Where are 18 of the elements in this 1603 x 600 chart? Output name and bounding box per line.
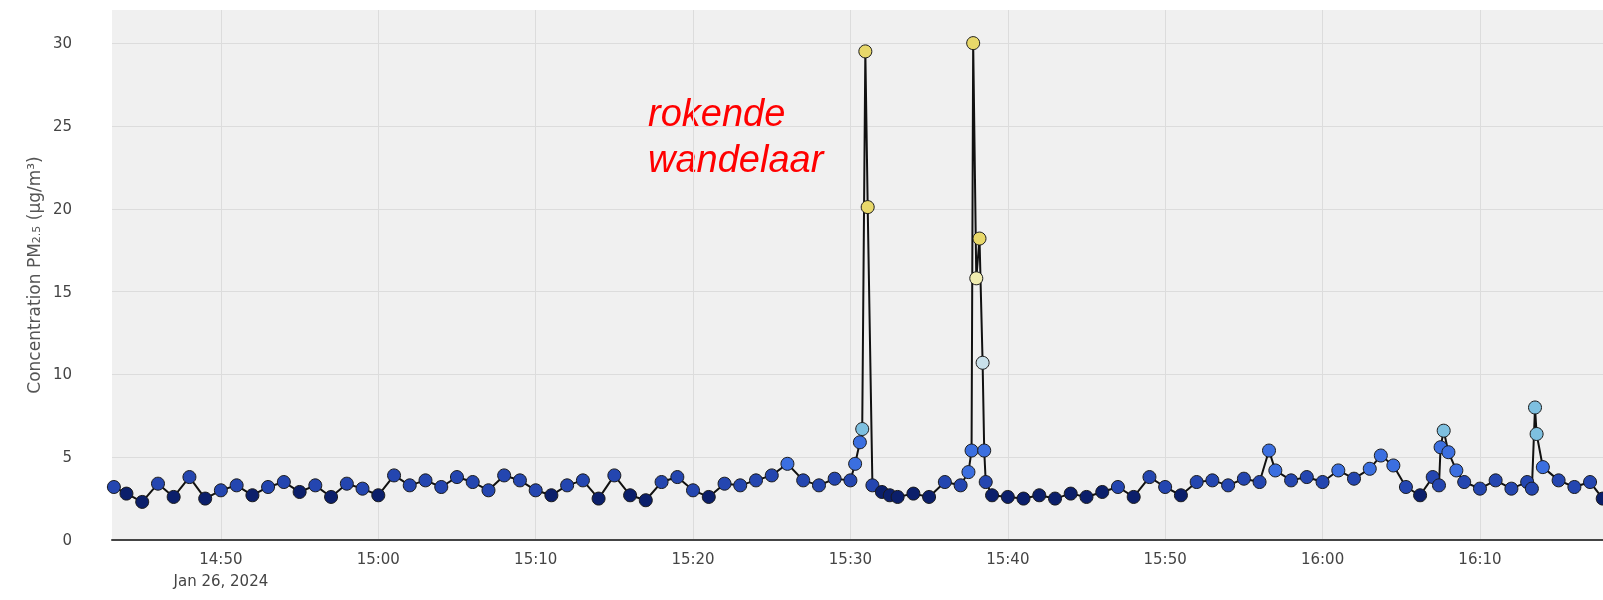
y-tick-label: 20 [52,199,72,218]
x-tick-label: 15:00 [356,550,400,568]
x-tick-label: 16:10 [1458,550,1502,568]
x-tick-label: 14:50 Jan 26, 2024 [172,550,269,590]
y-tick-label: 30 [52,34,72,53]
y-tick-label: 25 [52,116,72,135]
y-tick-label: 0 [62,531,72,549]
x-tick-label: 15:30 [828,550,873,568]
x-tick-label: 16:00 [1300,550,1345,568]
y-tick-label: 5 [62,448,72,467]
y-axis-title: Concentration PM2.5 (µg/m³) [23,156,44,394]
x-tick-label: 15:50 [1143,550,1187,568]
y-tick-label: 15 [52,282,72,301]
x-tick-label: 15:40 [986,550,1030,568]
x-tick-label: 15:10 [514,550,558,568]
x-tick-label: 15:20 [671,550,715,568]
y-tick-label: 10 [52,365,72,384]
annotation: rokende wandelaar [648,92,825,180]
